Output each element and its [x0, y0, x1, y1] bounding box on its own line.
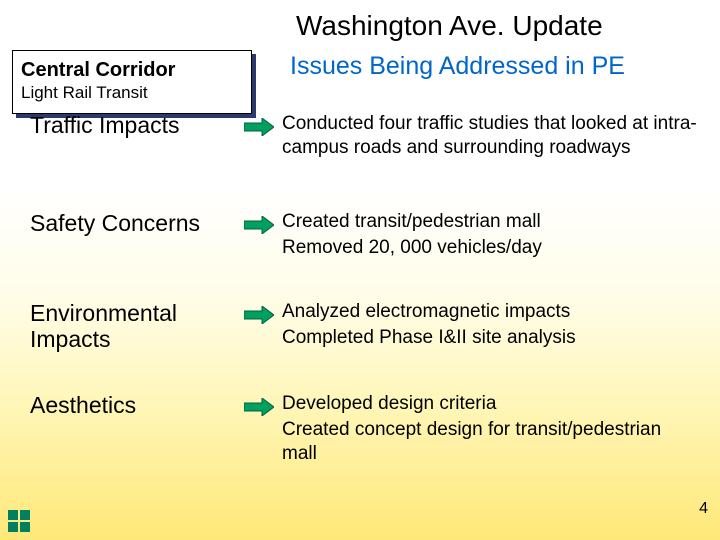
issue-label: Environmental Impacts — [30, 300, 240, 353]
issue-detail-line: Removed 20, 000 vehicles/day — [282, 236, 700, 260]
issue-row: Safety Concerns Created transit/pedestri… — [30, 210, 700, 262]
issue-detail-line: Analyzed electromagnetic impacts — [282, 300, 700, 324]
issue-details: Developed design criteria Created concep… — [282, 392, 700, 467]
arrow-icon — [244, 118, 274, 136]
slide-subtitle: Issues Being Addressed in PE — [290, 52, 625, 81]
issue-detail-line: Created transit/pedestrian mall — [282, 210, 700, 234]
title-main: Central Corridor — [21, 59, 243, 81]
issue-row: Aesthetics Developed design criteria Cre… — [30, 392, 700, 467]
slide: Central Corridor Light Rail Transit Wash… — [0, 0, 720, 540]
issue-label: Traffic Impacts — [30, 112, 240, 138]
issue-detail-line: Completed Phase I&II site analysis — [282, 326, 700, 350]
issue-detail-line: Developed design criteria — [282, 392, 700, 416]
issue-detail-line: Conducted four traffic studies that look… — [282, 112, 700, 160]
footer-logo-icon — [8, 510, 30, 532]
issue-details: Created transit/pedestrian mall Removed … — [282, 210, 700, 262]
arrow-icon — [244, 216, 274, 234]
issue-row: Environmental Impacts Analyzed electroma… — [30, 300, 700, 353]
page-number: 4 — [699, 500, 708, 518]
arrow-icon — [244, 306, 274, 324]
title-sub: Light Rail Transit — [21, 83, 243, 103]
title-box: Central Corridor Light Rail Transit — [12, 50, 252, 114]
arrow-icon — [244, 398, 274, 416]
issue-row: Traffic Impacts Conducted four traffic s… — [30, 112, 700, 162]
issue-detail-line: Created concept design for transit/pedes… — [282, 418, 700, 466]
issue-details: Analyzed electromagnetic impacts Complet… — [282, 300, 700, 352]
issue-details: Conducted four traffic studies that look… — [282, 112, 700, 162]
issue-label: Aesthetics — [30, 392, 240, 418]
issue-label: Safety Concerns — [30, 210, 240, 236]
slide-title: Washington Ave. Update — [296, 10, 603, 42]
